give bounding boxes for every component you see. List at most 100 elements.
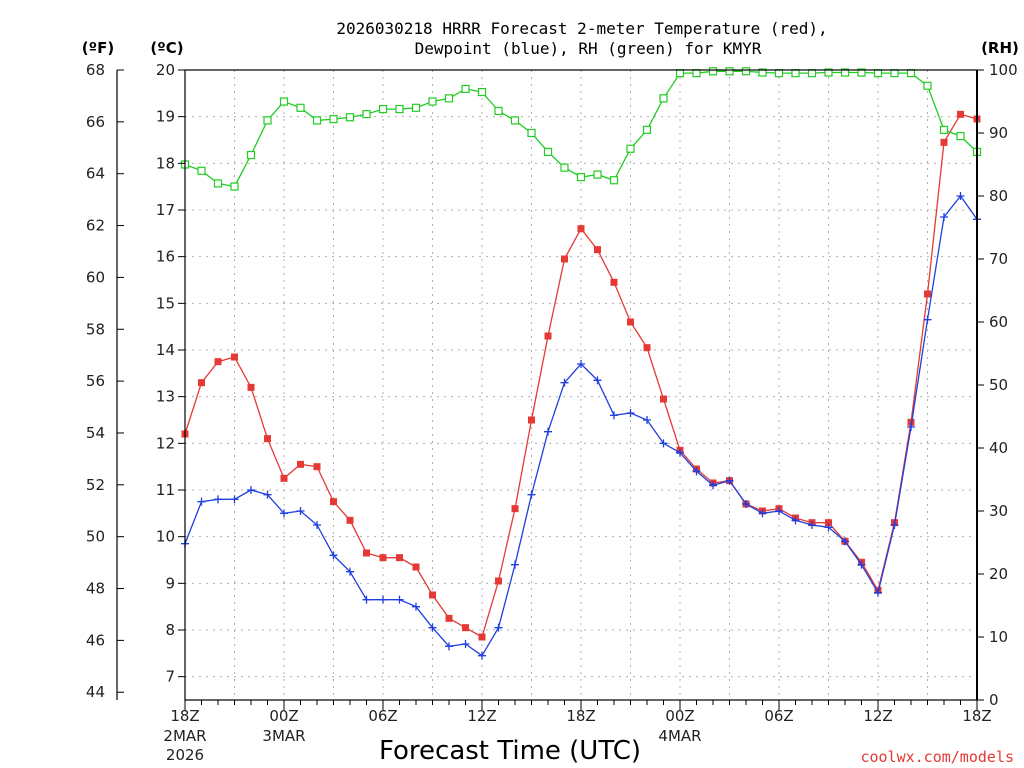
temperature-point <box>264 435 271 443</box>
rh-point <box>444 94 454 103</box>
rh-point <box>758 68 767 77</box>
rh-point <box>840 68 850 77</box>
temperature-point <box>297 460 304 468</box>
rh-point <box>362 109 371 119</box>
x-axis-tick-label: 18Z <box>566 707 595 725</box>
dewpoint-point <box>643 416 651 424</box>
temperature-point <box>594 246 601 254</box>
temperature-point <box>346 516 354 524</box>
dewpoint-point <box>428 623 437 632</box>
dewpoint-point <box>808 521 816 529</box>
dewpoint-point <box>676 448 684 457</box>
c-axis-tick-label: 9 <box>165 574 175 592</box>
x-axis-title: Forecast Time (UTC) <box>379 736 641 766</box>
fahrenheit-unit-label: (ºF) <box>82 39 114 57</box>
c-axis-tick-label: 12 <box>156 434 175 452</box>
temperature-point <box>528 416 535 424</box>
f-axis-tick-label: 68 <box>86 61 105 79</box>
x-axis-tick-label: 12Z <box>467 707 496 725</box>
x-axis-date-label: 4MAR <box>658 727 701 745</box>
rh-axis-tick-label: 10 <box>989 628 1008 646</box>
x-axis-tick-label: 18Z <box>170 707 199 725</box>
dewpoint-line <box>184 194 978 657</box>
x-axis-tick-label: 00Z <box>665 707 694 725</box>
rh-point <box>659 94 668 103</box>
temperature-point <box>610 278 618 286</box>
temperature-point <box>544 332 552 340</box>
f-axis-tick-label: 60 <box>86 268 105 286</box>
f-axis-tick-label: 66 <box>86 113 105 131</box>
rh-point <box>230 182 239 191</box>
temperature-point <box>825 519 832 527</box>
dewpoint-point <box>197 497 206 506</box>
dewpoint-point <box>346 567 354 576</box>
temperature-point <box>412 563 420 571</box>
rh-point <box>246 150 256 160</box>
f-axis-tick-label: 44 <box>86 683 105 701</box>
c-axis-tick-label: 14 <box>156 341 175 359</box>
temperature-point <box>280 474 288 482</box>
rh-point <box>692 69 701 78</box>
rh-point <box>774 69 784 78</box>
rh-point <box>395 104 404 114</box>
temperature-point <box>940 138 948 146</box>
dewpoint-point <box>841 537 849 546</box>
rh-point <box>741 67 751 76</box>
c-axis-tick-label: 17 <box>156 201 175 219</box>
f-axis-tick-label: 52 <box>86 476 105 494</box>
dewpoint-point <box>907 423 915 431</box>
rh-point <box>923 81 932 90</box>
c-axis-tick-label: 16 <box>156 248 175 266</box>
rh-point <box>296 103 305 112</box>
x-axis-year-label: 2026 <box>166 746 204 764</box>
rh-point <box>807 69 817 78</box>
rh-axis-tick-label: 30 <box>989 502 1008 520</box>
temperature-point <box>379 554 387 562</box>
c-axis-tick-label: 20 <box>156 61 175 79</box>
c-axis-tick-label: 8 <box>165 621 175 639</box>
dewpoint-point <box>923 315 932 324</box>
rh-point <box>428 97 437 106</box>
x-axis-tick-label: 18Z <box>962 707 991 725</box>
dewpoint-point <box>527 490 536 499</box>
temperature-point <box>396 554 403 562</box>
rh-point <box>906 69 916 78</box>
rh-point <box>378 104 388 114</box>
dewpoint-point <box>296 507 305 515</box>
dewpoint-point <box>230 495 239 504</box>
dewpoint-point <box>461 640 470 648</box>
rh-axis-tick-label: 20 <box>989 565 1008 583</box>
x-axis-tick-label: 12Z <box>863 707 892 725</box>
f-axis-tick-label: 58 <box>86 320 105 338</box>
dewpoint-point <box>940 213 948 221</box>
temperature-point <box>363 549 370 557</box>
rh-point <box>560 163 569 172</box>
dewpoint-point <box>280 509 288 518</box>
chart-title-line-2: Dewpoint (blue), RH (green) for KMYR <box>415 39 762 58</box>
dewpoint-point <box>659 439 668 448</box>
chart-title-line-1: 2026030218 HRRR Forecast 2-meter Tempera… <box>336 19 827 38</box>
dewpoint-point <box>577 360 585 368</box>
f-axis-tick-label: 50 <box>86 528 105 546</box>
rh-point <box>675 69 685 78</box>
c-axis-tick-label: 13 <box>156 388 175 406</box>
dewpoint-point <box>758 509 767 518</box>
rh-point <box>956 132 965 141</box>
rh-axis-tick-label: 90 <box>989 124 1008 142</box>
dewpoint-point <box>890 521 899 529</box>
c-axis-tick-label: 11 <box>156 481 175 499</box>
rh-point <box>329 115 338 124</box>
c-axis-tick-label: 19 <box>156 108 175 126</box>
dewpoint-point <box>362 595 371 604</box>
rh-point <box>263 116 272 125</box>
dewpoint-point <box>560 378 569 387</box>
rh-point <box>609 176 619 185</box>
rh-point <box>824 68 833 77</box>
dewpoint-point <box>379 595 387 604</box>
rh-axis-tick-label: 0 <box>989 691 999 709</box>
dewpoint-point <box>412 602 420 611</box>
x-axis-tick-label: 06Z <box>368 707 397 725</box>
c-axis-tick-label: 15 <box>156 294 175 312</box>
dewpoint-point <box>775 507 783 515</box>
dewpoint-point <box>445 642 453 651</box>
